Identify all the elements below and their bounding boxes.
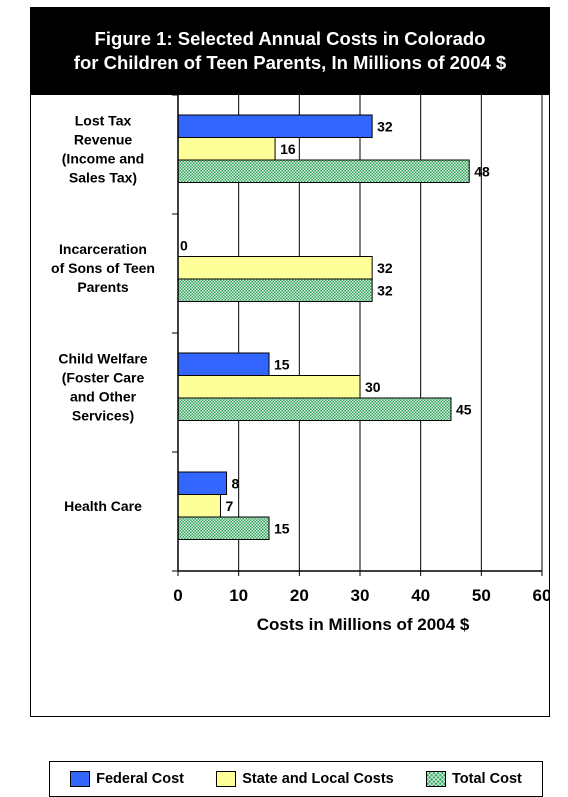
data-label-0-3: 8 (232, 475, 240, 491)
category-label-2-0: Child Welfare (58, 350, 147, 366)
data-label-1-2: 30 (365, 379, 381, 395)
bar-0-2 (178, 353, 269, 376)
bar-1-1 (178, 257, 372, 280)
legend-item-state-local: State and Local Costs (216, 771, 393, 787)
x-tick-label-60: 60 (533, 586, 549, 605)
title-banner: Figure 1: Selected Annual Costs in Color… (30, 7, 550, 95)
legend-label-federal: Federal Cost (96, 771, 184, 787)
x-axis-title: Costs in Millions of 2004 $ (257, 615, 470, 634)
bar-2-1 (178, 279, 372, 302)
legend-swatch-federal (70, 771, 90, 787)
legend-label-total: Total Cost (452, 771, 522, 787)
bar-chart: 32 16 48 Lost Tax Revenue (Income and Sales Ta… (31, 95, 549, 716)
x-tick-label-20: 20 (290, 586, 309, 605)
figure-title-line-2: for Children of Teen Parents, In Million… (74, 51, 506, 75)
data-label-0-0: 32 (377, 118, 393, 134)
legend-swatch-total (426, 771, 446, 787)
category-label-2-2: and Other (70, 388, 137, 404)
x-tick-label-0: 0 (173, 586, 182, 605)
bar-1-3 (178, 495, 220, 518)
data-label-1-1: 32 (377, 260, 393, 276)
category-label-0-3: Sales Tax) (69, 169, 137, 185)
data-label-1-3: 7 (225, 498, 233, 514)
x-tick-label-30: 30 (351, 586, 370, 605)
chart-panel: 32 16 48 Lost Tax Revenue (Income and Sales Ta… (30, 95, 550, 717)
data-label-2-1: 32 (377, 282, 393, 298)
bar-0-0 (178, 115, 372, 138)
data-label-2-3: 15 (274, 520, 290, 536)
category-label-2-3: Services) (72, 407, 134, 423)
bar-2-2 (178, 398, 451, 421)
data-label-0-1: 0 (180, 237, 188, 253)
legend-label-state-local: State and Local Costs (242, 771, 393, 787)
figure-title-line-1: Figure 1: Selected Annual Costs in Color… (95, 27, 486, 51)
category-label-1-1: of Sons of Teen (51, 260, 155, 276)
category-label-1-2: Parents (77, 279, 129, 295)
category-label-2-1: (Foster Care (62, 369, 145, 385)
legend-swatch-state-local (216, 771, 236, 787)
category-label-0-0: Lost Tax (75, 112, 132, 128)
bar-2-0 (178, 160, 469, 183)
data-label-2-2: 45 (456, 401, 472, 417)
chart-legend: Federal Cost State and Local Costs Total… (49, 761, 543, 797)
legend-item-federal: Federal Cost (70, 771, 184, 787)
category-label-0-2: (Income and (62, 150, 144, 166)
bar-1-2 (178, 376, 360, 399)
figure-frame: Figure 1: Selected Annual Costs in Color… (30, 7, 550, 718)
x-tick-label-40: 40 (411, 586, 430, 605)
category-label-3-0: Health Care (64, 498, 142, 514)
data-label-1-0: 16 (280, 141, 296, 157)
data-label-2-0: 48 (474, 163, 490, 179)
category-label-0-1: Revenue (74, 131, 133, 147)
bar-0-3 (178, 472, 227, 495)
data-label-0-2: 15 (274, 356, 290, 372)
legend-item-total: Total Cost (426, 771, 522, 787)
bar-1-0 (178, 138, 275, 161)
bar-2-3 (178, 517, 269, 540)
x-tick-label-50: 50 (472, 586, 491, 605)
category-label-1-0: Incarceration (59, 241, 147, 257)
x-tick-label-10: 10 (229, 586, 248, 605)
